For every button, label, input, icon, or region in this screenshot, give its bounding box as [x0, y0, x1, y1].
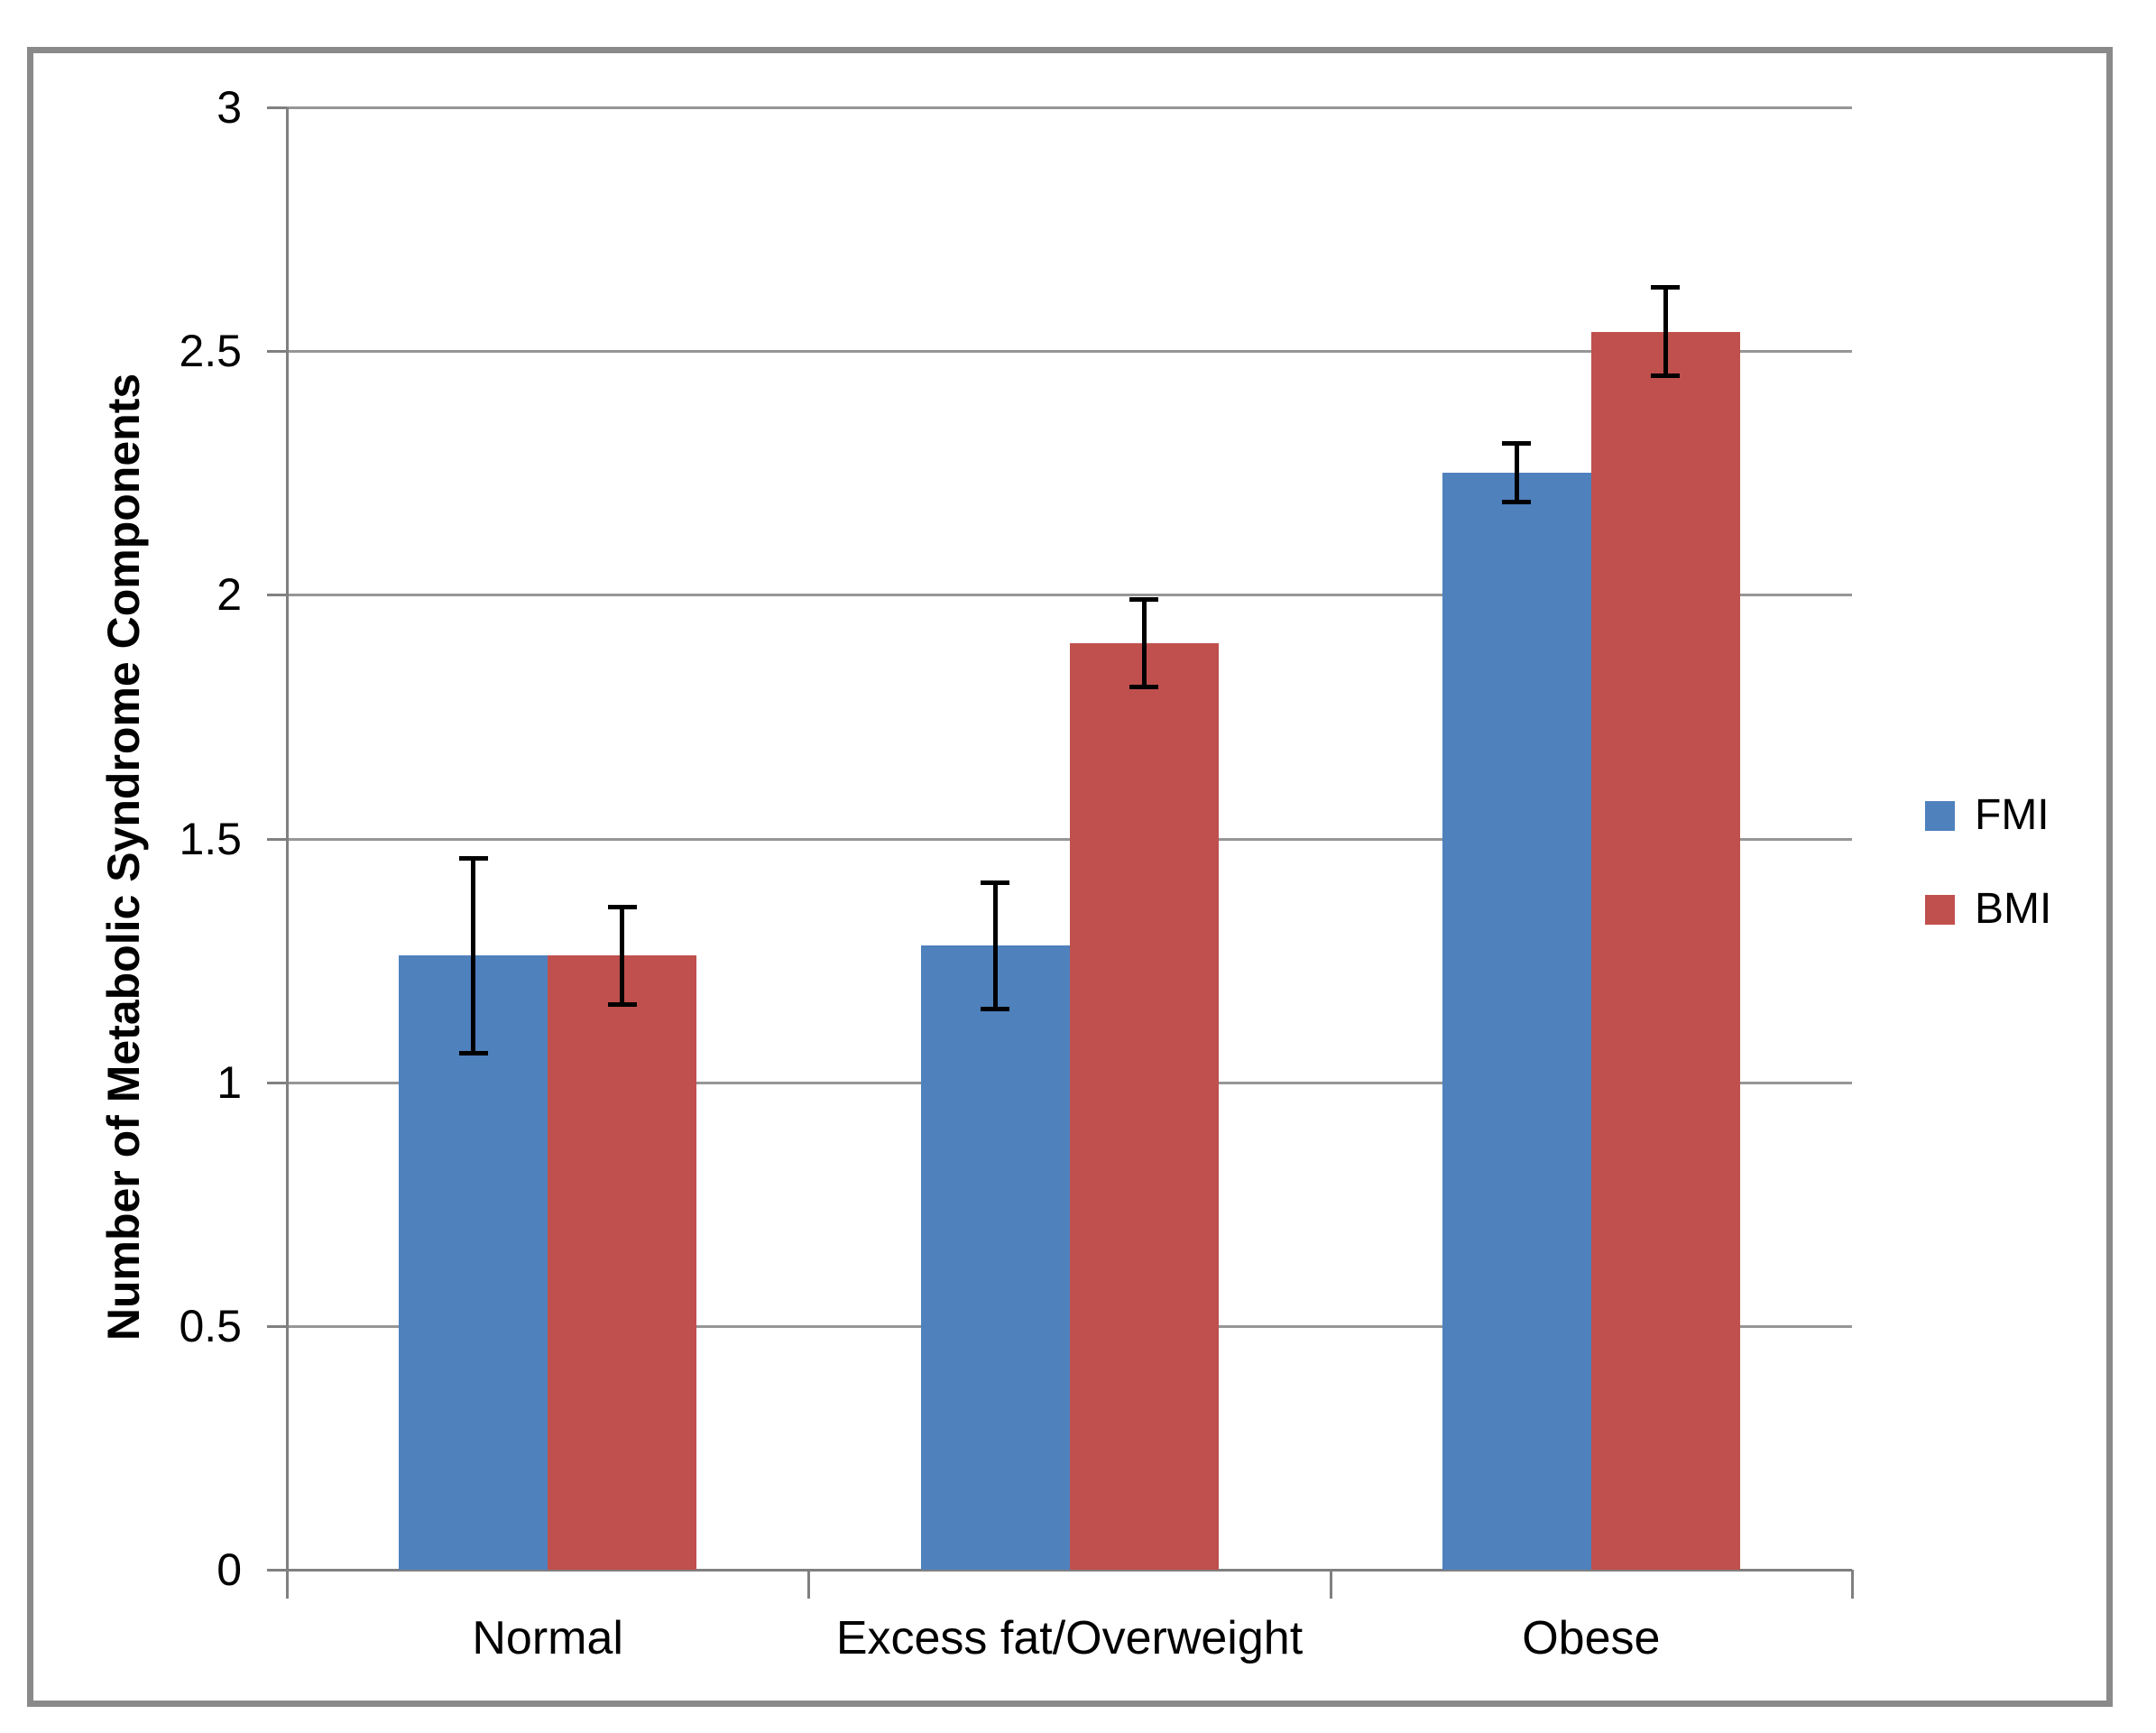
- y-tick-label: 2: [217, 569, 242, 621]
- x-axis-tick: [1851, 1570, 1854, 1599]
- x-axis-tick: [286, 1570, 289, 1599]
- legend-label-fmi: FMI: [1975, 791, 2050, 839]
- y-tick-label: 1.5: [179, 813, 242, 864]
- error-bar-cap-bottom-bmi-normal: [607, 1001, 637, 1007]
- y-tick-label: 3: [217, 82, 242, 133]
- gridline: [287, 594, 1852, 597]
- legend-item-bmi: BMI: [1925, 888, 2051, 931]
- error-bar-bmi-excess-fat-overweight: [1141, 599, 1147, 687]
- bar-bmi-normal: [548, 955, 697, 1570]
- bar-fmi-excess-fat-overweight: [920, 945, 1070, 1570]
- y-axis-tick: [267, 350, 287, 354]
- error-bar-cap-top-bmi-normal: [607, 904, 637, 909]
- legend: FMI BMI: [1925, 794, 2051, 982]
- x-axis-tick: [1329, 1570, 1332, 1599]
- bar-fmi-obese: [1442, 473, 1591, 1570]
- x-axis-tick: [807, 1570, 811, 1599]
- y-axis-tick: [267, 837, 287, 841]
- legend-label-bmi: BMI: [1975, 885, 2052, 933]
- x-tick-label: Normal: [472, 1612, 623, 1664]
- error-bar-fmi-excess-fat-overweight: [992, 882, 998, 1009]
- bar-bmi-obese: [1590, 331, 1740, 1570]
- error-bar-fmi-normal: [471, 858, 476, 1054]
- x-axis-line: [267, 1569, 1852, 1572]
- x-tick-label: Excess fat/Overweight: [835, 1612, 1304, 1664]
- bar-fmi-normal: [399, 955, 548, 1570]
- error-bar-fmi-obese: [1514, 443, 1519, 502]
- error-bar-bmi-normal: [620, 907, 625, 1005]
- y-axis-line: [286, 107, 289, 1570]
- y-axis-tick: [267, 106, 287, 109]
- error-bar-cap-top-fmi-excess-fat-overweight: [981, 880, 1009, 885]
- error-bar-cap-top-bmi-obese: [1651, 285, 1681, 290]
- gridline: [287, 106, 1852, 109]
- y-tick-label: 0.5: [179, 1300, 242, 1351]
- legend-swatch-bmi: [1925, 894, 1955, 925]
- error-bar-cap-bottom-fmi-obese: [1502, 500, 1532, 505]
- y-tick-label: 0: [217, 1544, 242, 1595]
- error-bar-cap-top-fmi-obese: [1502, 441, 1532, 447]
- y-tick-label: 2.5: [179, 326, 242, 377]
- error-bar-cap-bottom-bmi-obese: [1651, 373, 1681, 378]
- gridline: [287, 350, 1852, 354]
- legend-item-fmi: FMI: [1925, 794, 2051, 837]
- error-bar-cap-bottom-bmi-excess-fat-overweight: [1129, 685, 1158, 690]
- y-axis-tick: [267, 1081, 287, 1084]
- error-bar-cap-top-bmi-excess-fat-overweight: [1129, 597, 1158, 603]
- y-axis-tick: [267, 1324, 287, 1328]
- y-tick-label: 1: [217, 1056, 242, 1108]
- error-bar-bmi-obese: [1663, 287, 1668, 376]
- error-bar-cap-top-fmi-normal: [458, 855, 488, 861]
- legend-swatch-fmi: [1925, 800, 1955, 831]
- error-bar-cap-bottom-fmi-excess-fat-overweight: [981, 1007, 1009, 1012]
- bar-bmi-excess-fat-overweight: [1069, 643, 1219, 1570]
- y-axis-tick: [267, 594, 287, 597]
- error-bar-cap-bottom-fmi-normal: [458, 1050, 488, 1055]
- x-tick-label: Obese: [1522, 1612, 1661, 1664]
